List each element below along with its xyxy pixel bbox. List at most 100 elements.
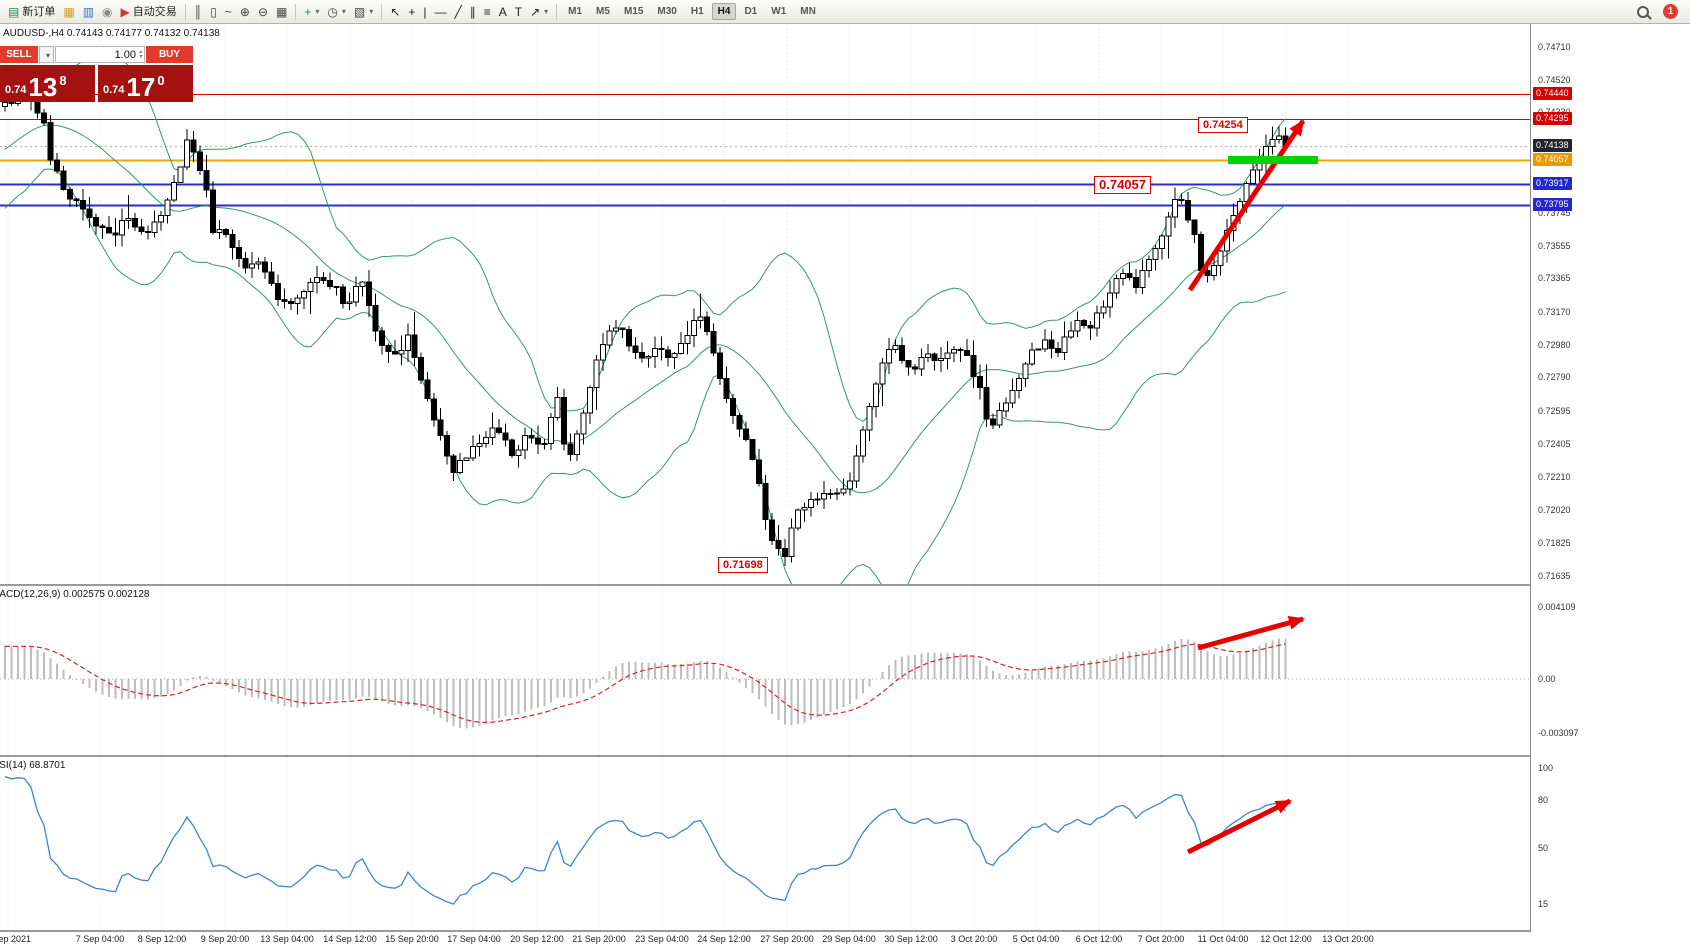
vertical-line-button[interactable]: | [419, 4, 430, 20]
autotrading-icon: ▶ [120, 4, 130, 19]
panel-splitter[interactable] [0, 755, 1690, 757]
fibonacci-button[interactable]: ≡ [480, 4, 495, 20]
rsi-scale-tick: 100 [1538, 763, 1554, 773]
line-chart-button[interactable]: ~ [221, 4, 236, 20]
new-chart-button[interactable]: + ▾ [300, 3, 323, 21]
volume-value: 1.00 [114, 48, 136, 61]
fibonacci-icon: ≡ [483, 4, 491, 19]
price-tick: 0.74520 [1538, 75, 1571, 85]
spinner-up-icon[interactable]: ▴ [138, 48, 142, 55]
timeframe-h1-button[interactable]: H1 [690, 6, 704, 17]
channel-button[interactable]: ∥ [466, 4, 480, 20]
new-order-icon: ▤ [8, 4, 20, 19]
price-axis[interactable]: 0.747100.745200.743300.737450.735550.733… [1531, 0, 1690, 948]
rsi-panel-canvas[interactable] [0, 757, 1530, 930]
volume-input[interactable]: 1.00 ▴ ▾ [55, 46, 145, 63]
price-line-badge: 0.74440 [1533, 87, 1572, 100]
price-line-badge: 0.74138 [1533, 139, 1572, 152]
timeframe-m30-button[interactable]: M30 [657, 6, 677, 17]
tile-windows-button[interactable]: ▦ [272, 4, 291, 20]
zoom-in-icon: ⊕ [239, 4, 250, 19]
buy-button[interactable]: BUY [146, 46, 193, 63]
toolbar-separator [295, 3, 297, 20]
chart-window-button[interactable]: ▦ [59, 4, 78, 20]
price-chart-canvas[interactable] [0, 24, 1530, 584]
price-axis-separator [1530, 24, 1531, 932]
low-price-label[interactable]: 0.71698 [718, 557, 768, 573]
support-zone-highlight[interactable] [1228, 156, 1318, 164]
channel-icon: ∥ [469, 4, 476, 19]
timeframe-mn-button[interactable]: MN [800, 6, 816, 17]
toolbar-buttons: ▤ 新订单 ▦ ▥ ◉ ▶ 自动交易 ║ ▯ ~ ⊕ ⊖ ▦ + ▾ ◷ ▾ ▧ ▾ ↖ + | — ╱ ∥ ≡ A T ↗ ▾ M1 M5 M… [4, 3, 823, 21]
time-tick-label: 6 Sep 2021 [0, 934, 32, 944]
timeframe-d1-button[interactable]: D1 [744, 6, 758, 17]
time-tick-label: 27 Sep 20:00 [760, 934, 814, 944]
search-button[interactable] [1633, 4, 1653, 20]
macd-panel-canvas[interactable] [0, 586, 1530, 755]
new-chart-icon: + [304, 4, 312, 19]
crosshair-button[interactable]: + [404, 4, 419, 20]
symbol-ohlc-readout: AUDUSD-,H4 0.74143 0.74177 0.74132 0.741… [3, 28, 220, 39]
timeframe-m1-button[interactable]: M1 [568, 6, 583, 17]
autotrading-button-label: 自动交易 [132, 5, 177, 18]
period-icon: ◷ [327, 4, 338, 19]
panel-splitter[interactable] [0, 584, 1690, 586]
period-button[interactable]: ◷ ▾ [323, 3, 350, 21]
timeframe-h4-button[interactable]: H4 [711, 3, 737, 20]
trendline-button[interactable]: ╱ [450, 4, 465, 20]
new-order-button-label: 新订单 [22, 5, 56, 18]
time-tick-label: 7 Sep 04:00 [75, 934, 125, 944]
zoom-out-icon: ⊖ [257, 4, 269, 19]
bid-big-digits: 13 [28, 72, 58, 102]
time-tick-label: 17 Sep 04:00 [447, 934, 501, 944]
panel-splitter[interactable] [0, 930, 1690, 932]
one-click-trading-panel: SELL ▾ 1.00 ▴ ▾ BUY 0.74 13 8 0.74 17 0 [0, 46, 193, 102]
community-button[interactable]: ◉ [98, 4, 116, 20]
zoom-out-button[interactable]: ⊖ [254, 4, 272, 20]
time-tick-label: 6 Oct 12:00 [1075, 934, 1123, 944]
time-tick-label: 24 Sep 12:00 [697, 934, 751, 944]
price-line-badge: 0.74057 [1533, 153, 1572, 166]
label-button[interactable]: T [511, 4, 526, 20]
volume-spinner[interactable]: ▴ ▾ [138, 48, 142, 60]
timeframe-w1-button[interactable]: W1 [771, 6, 787, 17]
time-tick-label: 9 Sep 20:00 [200, 934, 250, 944]
arrows-icon: ↗ [530, 4, 541, 19]
mid-price-label[interactable]: 0.74057 [1094, 176, 1151, 194]
ask-big-digits: 17 [126, 72, 156, 102]
timeframe-m15-button[interactable]: M15 [623, 6, 644, 17]
sell-button[interactable]: SELL [0, 46, 38, 63]
notification-badge[interactable]: 1 [1663, 4, 1678, 19]
cursor-button[interactable]: ↖ [386, 4, 404, 20]
time-axis[interactable]: 6 Sep 2021 7 Sep 04:00 8 Sep 12:00 9 Sep 20… [0, 932, 1530, 948]
templates-button[interactable]: ▧ ▾ [350, 3, 377, 21]
candlestick-button[interactable]: ▯ [206, 4, 221, 20]
horizontal-line-button[interactable]: — [430, 4, 450, 20]
time-tick-label: 29 Sep 04:00 [822, 934, 876, 944]
resistance-price-label[interactable]: 0.74254 [1198, 117, 1248, 133]
new-order-button[interactable]: ▤ 新订单 [4, 3, 59, 21]
toolbar-separator [381, 3, 383, 20]
autotrading-button[interactable]: ▶ 自动交易 [117, 3, 181, 21]
toolbar-separator [556, 3, 558, 20]
arrows-button[interactable]: ↗ ▾ [526, 3, 552, 21]
price-tick: 0.74710 [1538, 42, 1571, 52]
spinner-down-icon[interactable]: ▾ [138, 53, 142, 60]
time-tick-label: 14 Sep 12:00 [323, 934, 377, 944]
ask-price-button[interactable]: 0.74 17 0 [98, 65, 193, 102]
timeframe-m5-button[interactable]: M5 [596, 6, 610, 17]
toolbar-right: 1 [1633, 4, 1686, 20]
market-watch-button[interactable]: ▥ [79, 4, 98, 20]
ask-pip-digit: 0 [157, 73, 165, 88]
tile-windows-icon: ▦ [276, 4, 288, 19]
price-tick: 0.73365 [1538, 273, 1571, 283]
caret-down-icon: ▾ [544, 6, 549, 16]
price-tick: 0.72210 [1538, 472, 1571, 482]
bar-chart-button[interactable]: ║ [190, 4, 207, 20]
order-options-caret[interactable]: ▾ [39, 46, 54, 63]
text-button[interactable]: A [495, 4, 511, 20]
bid-price-button[interactable]: 0.74 13 8 [0, 65, 95, 102]
price-line-badge: 0.73795 [1533, 198, 1572, 211]
zoom-in-button[interactable]: ⊕ [236, 4, 254, 20]
